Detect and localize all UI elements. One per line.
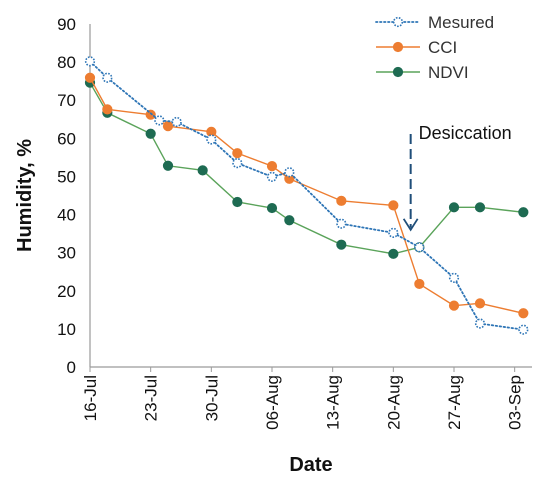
data-point [197, 165, 208, 176]
annotation-layer: Desiccation [402, 123, 512, 232]
y-tick-label: 80 [57, 53, 76, 72]
data-point [518, 207, 529, 218]
data-point [448, 272, 460, 283]
series-cci [84, 72, 529, 319]
data-point [171, 116, 182, 128]
x-tick-label: 03-Sep [506, 375, 525, 430]
legend-item-cci: CCI [376, 38, 457, 57]
legend-label: NDVI [428, 63, 469, 82]
data-point [102, 104, 113, 115]
series-mesured [84, 56, 529, 335]
legend-marker [392, 66, 404, 78]
legend-marker [392, 16, 404, 28]
data-point [266, 171, 278, 182]
data-point [84, 56, 96, 67]
data-point [474, 318, 486, 329]
data-point [206, 126, 217, 137]
data-point [266, 161, 278, 172]
legend-label: Mesured [428, 13, 494, 32]
data-point [518, 324, 529, 335]
data-point [145, 128, 156, 139]
x-tick-label: 06-Aug [263, 375, 282, 430]
data-point [162, 160, 174, 171]
y-axis-ticks: 0 10 20 30 40 50 60 70 80 90 [57, 15, 76, 377]
y-tick-label: 90 [57, 15, 76, 34]
y-tick-label: 40 [57, 206, 76, 225]
data-point [474, 298, 486, 309]
x-tick-label: 20-Aug [384, 375, 403, 430]
x-tick-label: 23-Jul [142, 375, 161, 421]
x-tick-label: 13-Aug [324, 375, 343, 430]
data-point [414, 242, 425, 253]
data-point [284, 167, 295, 178]
data-point [518, 308, 529, 319]
x-tick-label: 30-Jul [202, 375, 221, 421]
y-tick-label: 0 [67, 358, 76, 377]
x-tick-label: 27-Aug [445, 375, 464, 430]
data-point [154, 115, 165, 126]
legend-item-ndvi: NDVI [376, 63, 469, 82]
y-tick-label: 70 [57, 91, 76, 110]
data-point [388, 200, 399, 211]
series-line [89, 82, 524, 255]
data-point [232, 196, 243, 208]
series-ndvi [84, 77, 529, 259]
x-axis-ticks: 16-Jul 23-Jul 30-Jul 06-Aug 13-Aug 20-Aug 27-A… [81, 367, 525, 430]
x-tick-label: 16-Jul [81, 375, 100, 421]
data-point [336, 239, 347, 250]
data-point [102, 72, 113, 83]
y-tick-label: 20 [57, 282, 76, 301]
legend-marker [392, 41, 404, 53]
data-point [266, 202, 278, 214]
legend-item-mesured: Mesured [375, 13, 494, 32]
x-axis-title: Date [289, 454, 332, 476]
y-tick-label: 60 [57, 129, 76, 148]
desiccation-arrow-head [402, 218, 419, 232]
legend-label: CCI [428, 38, 457, 57]
data-point [284, 215, 295, 226]
data-point [336, 218, 347, 229]
data-point [414, 278, 425, 290]
data-point [162, 121, 174, 132]
y-axis-title: Humidity, % [14, 139, 36, 252]
series-layer [84, 56, 529, 335]
data-point [388, 227, 399, 238]
data-point [84, 72, 96, 83]
desiccation-label: Desiccation [419, 123, 512, 143]
data-point [448, 300, 460, 311]
data-point [474, 202, 486, 213]
data-point [448, 202, 460, 213]
data-point [232, 158, 243, 169]
series-line [89, 60, 525, 331]
data-point [206, 134, 217, 145]
data-point [232, 148, 243, 159]
data-point [388, 248, 399, 259]
data-point [336, 195, 347, 206]
legend: Mesured CCI NDVI [375, 13, 494, 82]
y-tick-label: 30 [57, 244, 76, 263]
y-tick-label: 50 [57, 167, 76, 186]
y-tick-label: 10 [57, 320, 76, 339]
